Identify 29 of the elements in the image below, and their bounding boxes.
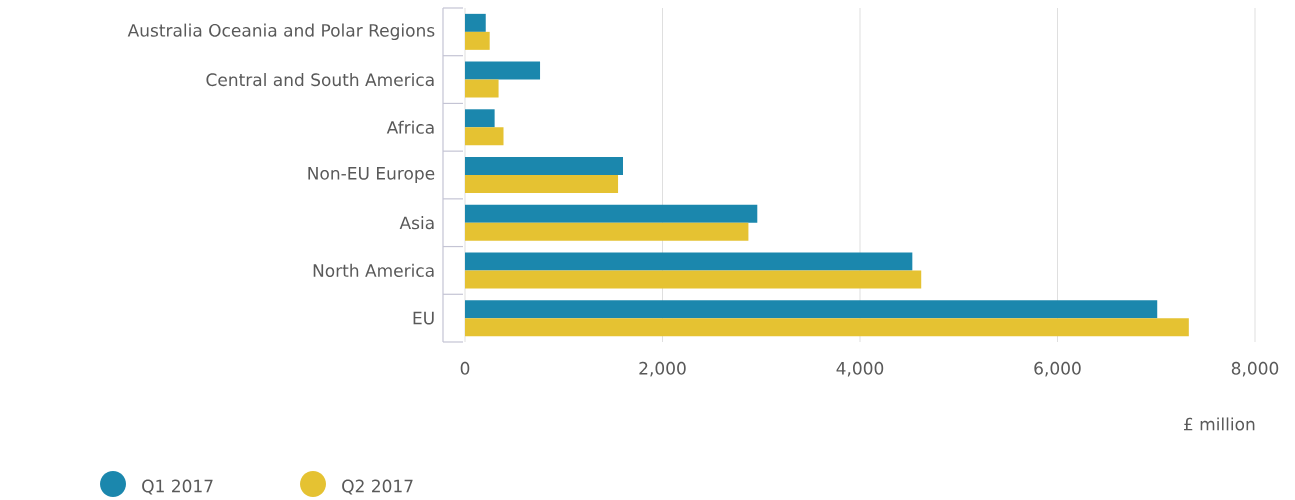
legend-label: Q2 2017 [342, 479, 413, 495]
bar [465, 270, 922, 289]
x-axis-title: £ million [1184, 417, 1255, 431]
x-tick-label: 6,000 [1034, 361, 1081, 377]
legend-label: Q1 2017 [142, 479, 213, 495]
bar [465, 79, 499, 98]
bar [465, 31, 490, 50]
bar [465, 174, 619, 193]
x-tick-label: 4,000 [836, 361, 884, 377]
y-tick-label: Asia [399, 216, 434, 230]
y-tick-label: Australia Oceania and Polar Regions [127, 23, 435, 41]
bar [465, 109, 495, 128]
bar [465, 300, 1158, 319]
y-tick-label: EU [413, 311, 434, 325]
y-tick-label: Africa [386, 120, 434, 134]
bar [465, 252, 913, 271]
y-tick-label: Non-EU Europe [308, 167, 435, 183]
bar [465, 13, 486, 32]
y-tick-label: North America [313, 263, 434, 277]
bar [465, 222, 749, 241]
bar [465, 156, 623, 175]
bar [465, 318, 1189, 337]
x-tick-label: 8,000 [1231, 361, 1279, 377]
x-tick-label: 0 [460, 361, 470, 375]
bar [465, 204, 758, 223]
bar [465, 61, 541, 80]
x-tick-label: 2,000 [639, 361, 686, 377]
bar [465, 127, 504, 146]
y-tick-label: Central and South America [206, 72, 434, 87]
